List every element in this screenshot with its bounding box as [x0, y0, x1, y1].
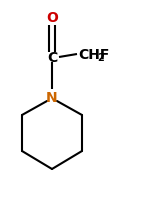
Text: C: C — [47, 51, 57, 65]
Text: N: N — [46, 91, 58, 104]
Text: CHF: CHF — [78, 48, 109, 62]
Text: 2: 2 — [97, 53, 104, 63]
Text: O: O — [46, 11, 58, 25]
